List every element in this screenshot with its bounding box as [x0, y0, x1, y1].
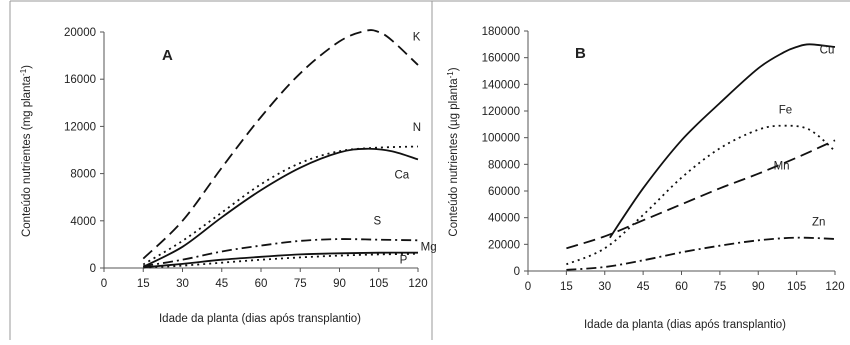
panel-b-xlabel: Idade da planta (dias após transplantio): [584, 319, 786, 331]
panel-a-x-tick-label: 90: [333, 278, 346, 290]
panel-b-x-tick-label: 75: [713, 281, 726, 293]
series-p-line: [143, 252, 419, 269]
panel-b-y-tick-label: 80000: [488, 159, 520, 171]
series-mg-label: Mg: [421, 241, 437, 253]
series-mg-line: [143, 251, 419, 269]
panel-a-xlabel: Idade da planta (dias após transplantio): [159, 313, 361, 325]
series-k-label: K: [413, 31, 421, 43]
panel-a-y-tick-label: 20000: [64, 27, 96, 39]
panel-b-x-tick-label: 105: [787, 281, 806, 293]
panel-a-x-tick-label: 75: [294, 278, 307, 290]
panel-a-y-tick-label: 4000: [70, 216, 96, 228]
panel-a-x-tick-label: 15: [137, 278, 150, 290]
panel-a-letter: A: [162, 47, 173, 64]
panel-a-x-tick-label: 30: [176, 278, 189, 290]
series-zn-label: Zn: [812, 217, 825, 229]
panel-b-x-tick-label: 30: [598, 281, 611, 293]
panel-b-y-tick-label: 40000: [488, 213, 520, 225]
series-ca-label: Ca: [394, 169, 409, 181]
panel-b-y-tick-label: 180000: [482, 26, 520, 38]
panel-a-y-tick-label: 12000: [64, 121, 96, 133]
panel-a-x-tick-label: 105: [369, 278, 388, 290]
series-n-label: N: [413, 122, 421, 134]
panel-b-x-tick-label: 15: [560, 281, 573, 293]
series-mn-label: Mn: [774, 161, 790, 173]
chart-panel-b: B Conteúdo nutrientes (µg planta-1) Idad…: [446, 26, 845, 331]
series-zn-line: [566, 236, 836, 271]
panel-a-y-tick-label: 8000: [70, 169, 96, 181]
panel-b-y-tick-label: 20000: [488, 239, 520, 251]
panel-b-x-tick-label: 60: [675, 281, 688, 293]
panel-b-y-tick-label: 60000: [488, 186, 520, 198]
panel-b-ylabel: Conteúdo nutrientes (µg planta-1): [446, 67, 460, 236]
panel-b-x-tick-label: 45: [637, 281, 650, 293]
panel-b-x-tick-label: 120: [825, 281, 844, 293]
series-fe-line: [566, 124, 836, 266]
panel-b-y-tick-label: 0: [514, 266, 520, 278]
panel-a-ylabel: Conteúdo nutrientes (mg planta-1): [19, 65, 33, 237]
panel-a-y-tick-label: 0: [90, 263, 96, 275]
panel-b-y-tick-label: 120000: [482, 106, 520, 118]
panel-a-x-tick-label: 60: [255, 278, 268, 290]
panel-a-x-tick-label: 0: [101, 278, 107, 290]
panel-b-x-tick-label: 90: [752, 281, 765, 293]
panel-b-x-tick-label: 0: [525, 281, 531, 293]
panel-a-y-tick-label: 16000: [64, 74, 96, 86]
series-s-line: [143, 238, 419, 268]
panel-b-letter: B: [575, 45, 586, 62]
series-cu-label: Cu: [820, 45, 835, 57]
panel-b-y-tick-label: 100000: [482, 133, 520, 145]
panel-a-x-tick-label: 45: [215, 278, 228, 290]
series-k-line: [142, 29, 419, 260]
panel-a-x-tick-label: 120: [408, 278, 427, 290]
chart-panel-a: A Conteúdo nutrientes (mg planta-1) Idad…: [19, 27, 437, 325]
series-mn-line: [566, 139, 836, 250]
series-ca-line: [142, 147, 419, 268]
panel-b-y-tick-label: 160000: [482, 53, 520, 65]
series-cu-line: [609, 43, 836, 239]
series-p-label: P: [400, 254, 408, 266]
panel-b-y-tick-label: 140000: [482, 79, 520, 91]
series-n-line: [142, 145, 419, 266]
series-s-label: S: [374, 215, 382, 227]
series-fe-label: Fe: [779, 105, 792, 117]
